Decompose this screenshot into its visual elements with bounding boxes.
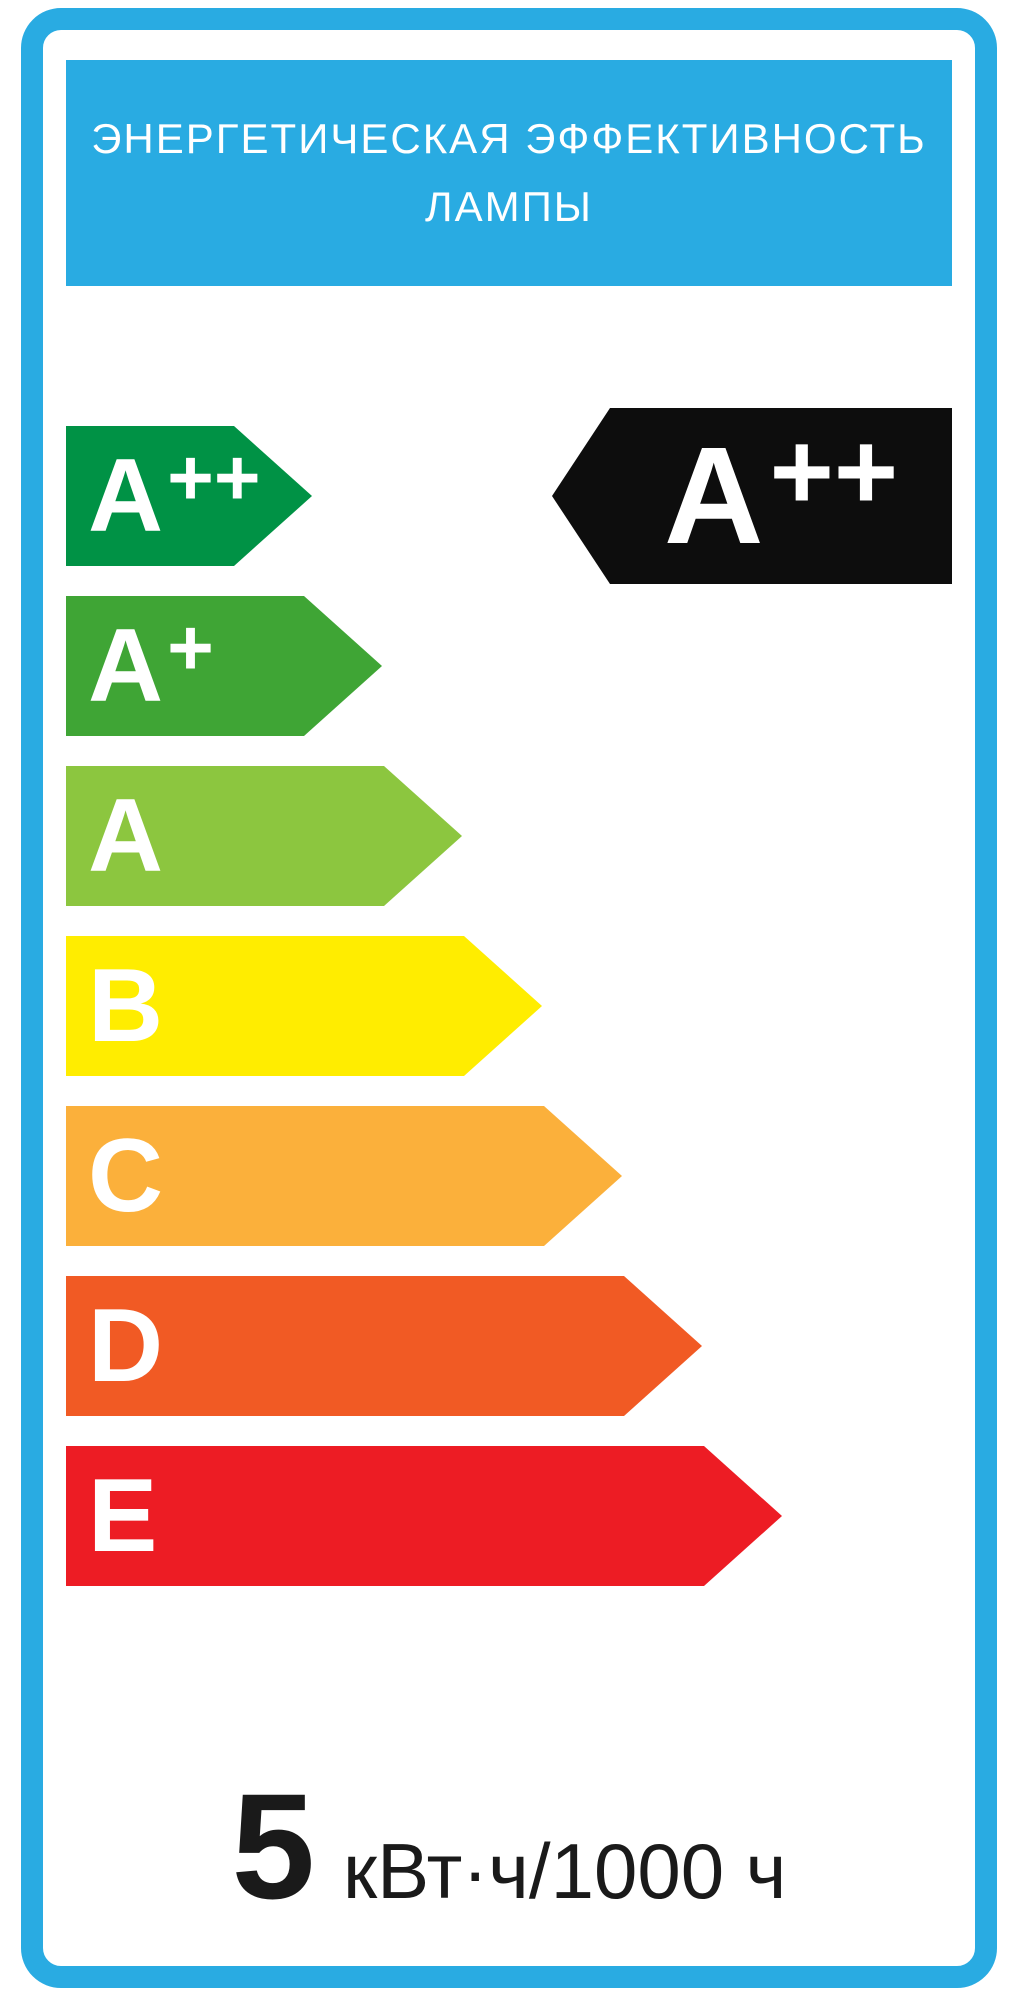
bar-arrow-tip xyxy=(384,766,462,906)
rating-arrow-tip xyxy=(552,408,610,584)
bar-body xyxy=(66,1446,704,1586)
rating-body: A++ xyxy=(610,408,952,584)
consumption-unit: кВт·ч/1000 ч xyxy=(343,1826,786,1917)
consumption-line: 5 кВт·ч/1000 ч xyxy=(0,1760,1018,1933)
bar-row-C: C xyxy=(66,1106,622,1246)
bar-label: A++ xyxy=(88,426,261,566)
bar-row-A: A xyxy=(66,766,462,906)
bar-row-B: B xyxy=(66,936,542,1076)
rating-label: A++ xyxy=(664,427,898,565)
bar-arrow-tip xyxy=(704,1446,782,1586)
bar-label: A+ xyxy=(88,596,214,736)
bar-row-A++: A++ xyxy=(66,426,312,566)
header-line-1: ЭНЕРГЕТИЧЕСКАЯ ЭФФЕКТИВНОСТЬ xyxy=(91,115,927,163)
header-box: ЭНЕРГЕТИЧЕСКАЯ ЭФФЕКТИВНОСТЬ ЛАМПЫ xyxy=(66,60,952,286)
bar-arrow-tip xyxy=(304,596,382,736)
bar-arrow-tip xyxy=(544,1106,622,1246)
consumption-value: 5 xyxy=(232,1760,315,1933)
bar-row-A+: A+ xyxy=(66,596,382,736)
bar-row-D: D xyxy=(66,1276,702,1416)
bar-label: E xyxy=(88,1446,157,1586)
bar-arrow-tip xyxy=(624,1276,702,1416)
bar-label: C xyxy=(88,1106,163,1246)
rating-tag: A++ xyxy=(552,408,952,584)
bar-label: B xyxy=(88,936,163,1076)
bar-label: A xyxy=(88,766,163,906)
bar-row-E: E xyxy=(66,1446,782,1586)
bar-arrow-tip xyxy=(464,936,542,1076)
header-line-2: ЛАМПЫ xyxy=(425,183,593,231)
bar-label: D xyxy=(88,1276,163,1416)
